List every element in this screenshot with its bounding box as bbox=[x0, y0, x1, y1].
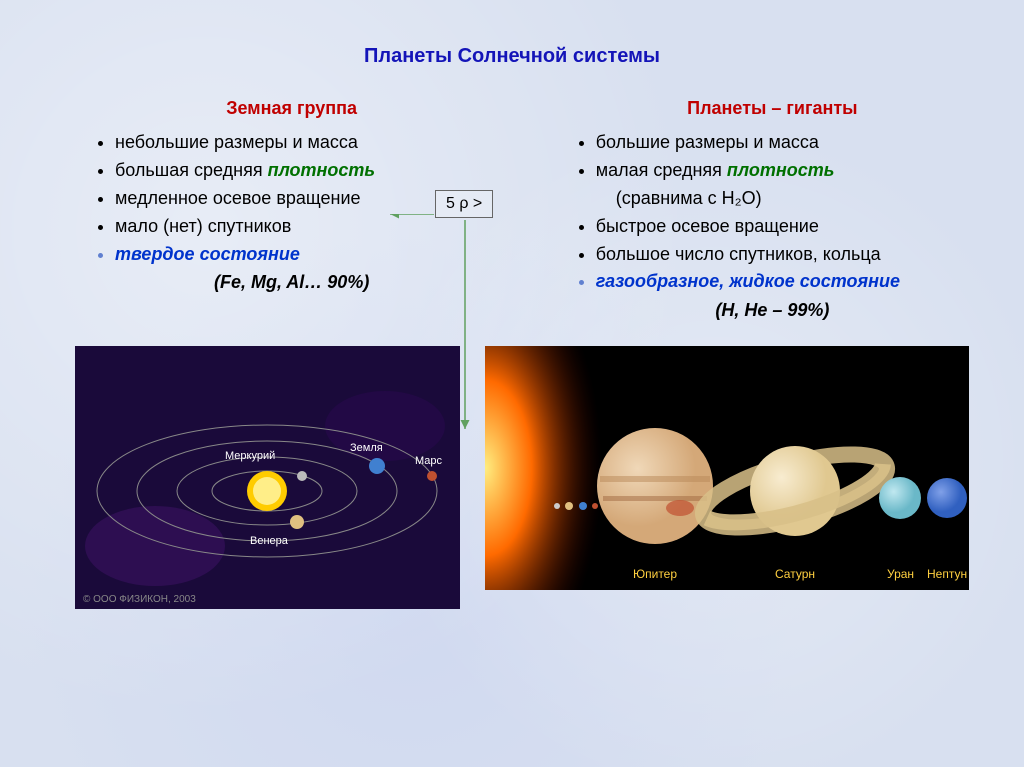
svg-text:Земля: Земля bbox=[350, 442, 383, 454]
image-row: Меркурий Венера Земля Марс © ООО ФИЗИКОН… bbox=[0, 321, 1024, 609]
inner-planets-figure: Меркурий Венера Земля Марс © ООО ФИЗИКОН… bbox=[75, 346, 460, 609]
state-word: газообразное, жидкое состояние bbox=[596, 271, 900, 291]
giant-planets-figure: Юпитер Сатурн Уран Нептун bbox=[485, 346, 969, 609]
svg-text:Нептун: Нептун bbox=[927, 567, 967, 581]
list-item: медленное осевое вращение bbox=[115, 185, 488, 213]
svg-text:Уран: Уран bbox=[887, 567, 914, 581]
list-item: большая средняя плотность bbox=[115, 157, 488, 185]
svg-text:Сатурн: Сатурн bbox=[775, 567, 815, 581]
right-column: Планеты – гиганты большие размеры и масс… bbox=[576, 98, 969, 321]
svg-text:Венера: Венера bbox=[250, 535, 289, 547]
density-word: плотность bbox=[727, 160, 835, 180]
density-word: плотность bbox=[268, 160, 376, 180]
list-item: мало (нет) спутников bbox=[115, 213, 488, 241]
left-list: небольшие размеры и масса большая средня… bbox=[95, 129, 488, 268]
right-list: большие размеры и масса малая средняя пл… bbox=[576, 129, 969, 296]
svg-text:Юпитер: Юпитер bbox=[633, 567, 677, 581]
list-item: твердое состояние bbox=[115, 241, 488, 269]
list-item: большое число спутников, кольца bbox=[596, 241, 969, 269]
left-column: Земная группа небольшие размеры и масса … bbox=[95, 98, 488, 321]
list-item: газообразное, жидкое состояние bbox=[596, 268, 969, 296]
list-item: небольшие размеры и масса bbox=[115, 129, 488, 157]
columns: Земная группа небольшие размеры и масса … bbox=[0, 68, 1024, 321]
state-word: твердое состояние bbox=[115, 244, 300, 264]
list-item: малая средняя плотность (сравнима с Н₂О) bbox=[596, 157, 969, 213]
svg-text:Марс: Марс bbox=[415, 455, 443, 467]
sub-note: (сравнима с Н₂О) bbox=[616, 185, 969, 213]
svg-text:Меркурий: Меркурий bbox=[225, 450, 275, 462]
left-formula: (Fe, Mg, Al… 90%) bbox=[95, 272, 488, 293]
density-note: 5 ρ > bbox=[435, 190, 493, 218]
right-formula: (Н, Не – 99%) bbox=[576, 300, 969, 321]
right-heading: Планеты – гиганты bbox=[576, 98, 969, 119]
left-heading: Земная группа bbox=[95, 98, 488, 119]
svg-text:© ООО ФИЗИКОН, 2003: © ООО ФИЗИКОН, 2003 bbox=[83, 594, 196, 605]
list-item: быстрое осевое вращение bbox=[596, 213, 969, 241]
page-title: Планеты Солнечной системы bbox=[0, 0, 1024, 68]
list-item: большие размеры и масса bbox=[596, 129, 969, 157]
